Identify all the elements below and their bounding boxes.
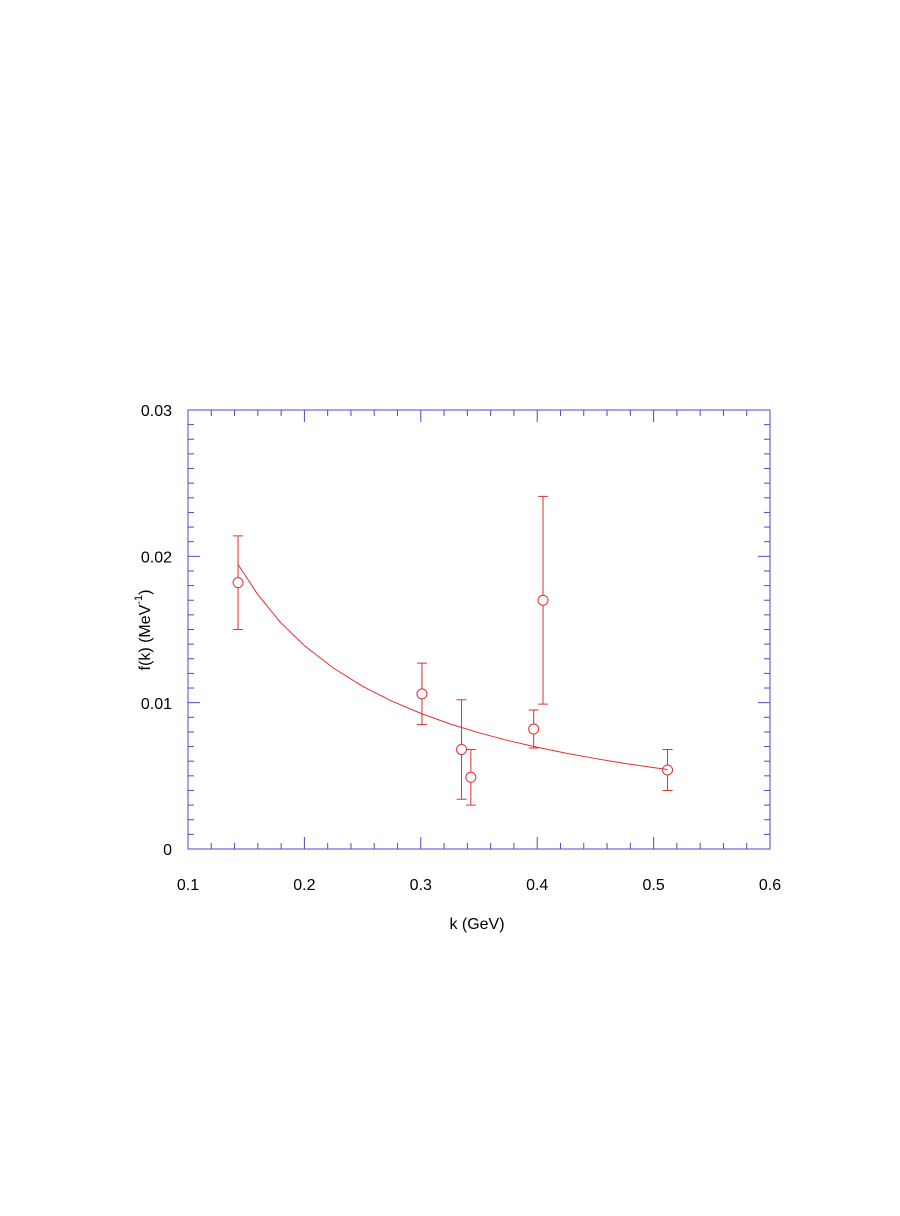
x-tick-label: 0.5	[642, 877, 664, 894]
data-point	[662, 764, 674, 776]
data-point	[416, 688, 428, 700]
x-tick-label: 0.2	[293, 877, 315, 894]
data-point	[232, 577, 244, 589]
y-axis-label-sup: -1	[133, 595, 145, 605]
y-tick-label: 0.03	[141, 403, 172, 420]
y-axis-label-text: f(k) (MeV	[137, 604, 154, 670]
y-tick-label: 0	[163, 842, 172, 859]
y-axis-label: f(k) (MeV-1)	[133, 590, 154, 671]
data-point	[537, 594, 549, 606]
y-tick-label: 0.02	[141, 550, 172, 567]
x-tick-label: 0.6	[759, 877, 781, 894]
data-point	[456, 743, 468, 755]
x-tick-label: 0.1	[177, 877, 199, 894]
y-tick-label: 0.01	[141, 696, 172, 713]
data-point	[465, 771, 477, 783]
plot-frame	[187, 409, 771, 850]
x-tick-label: 0.4	[526, 877, 548, 894]
x-tick-label: 0.3	[410, 877, 432, 894]
fit-curve	[237, 564, 668, 771]
data-point	[528, 723, 540, 735]
y-axis-label-end: )	[137, 590, 154, 595]
x-axis-label: k (GeV)	[449, 916, 504, 933]
